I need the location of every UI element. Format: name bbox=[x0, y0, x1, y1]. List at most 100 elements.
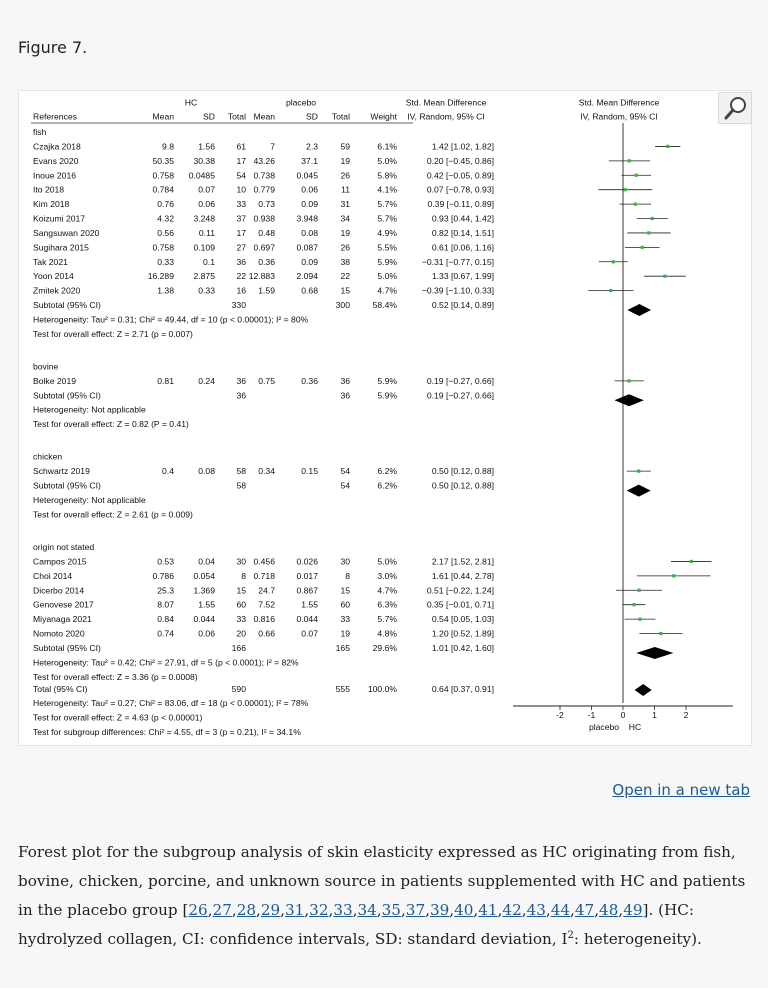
reference-link[interactable]: 31 bbox=[285, 901, 305, 919]
study-name: Kim 2018 bbox=[33, 199, 70, 209]
reference-link[interactable]: 27 bbox=[212, 901, 232, 919]
reference-link[interactable]: 35 bbox=[381, 901, 401, 919]
study-weight: 5.0% bbox=[377, 156, 397, 166]
study-ci: −0.31 [−0.77, 0.15] bbox=[422, 257, 494, 267]
placebo-total: 34 bbox=[340, 214, 350, 224]
reference-link[interactable]: 32 bbox=[309, 901, 329, 919]
forest-plot-figure[interactable]: HC placebo Std. Mean Difference IV, Random,… bbox=[18, 90, 752, 746]
subtotal-ci: 1.01 [0.42, 1.60] bbox=[432, 643, 494, 653]
hc-group-header: HC bbox=[185, 98, 197, 108]
caption-superscript: 2 bbox=[567, 929, 574, 941]
placebo-mean: 12.883 bbox=[249, 271, 276, 281]
caption-references: 26,27,28,29,31,32,33,34,35,37,39,40,41,4… bbox=[188, 901, 642, 919]
study-name: Schwartz 2019 bbox=[33, 466, 90, 476]
placebo-mean: 24.7 bbox=[258, 585, 275, 595]
zoom-button[interactable] bbox=[718, 92, 752, 124]
placebo-total: 59 bbox=[340, 141, 350, 151]
reference-link[interactable]: 28 bbox=[236, 901, 257, 919]
column-header: SD bbox=[306, 112, 318, 122]
placebo-sd: 0.045 bbox=[296, 170, 318, 180]
reference-separator: , bbox=[497, 901, 503, 919]
hc-total: 54 bbox=[236, 170, 246, 180]
reference-link[interactable]: 44 bbox=[550, 901, 571, 919]
overall-effect-text: Test for overall effect: Z = 2.61 (p = 0… bbox=[33, 509, 193, 519]
reference-link[interactable]: 33 bbox=[333, 901, 353, 919]
reference-link[interactable]: 47 bbox=[574, 901, 595, 919]
study-name: Inoue 2016 bbox=[33, 170, 76, 180]
study-name: Choi 2014 bbox=[33, 571, 72, 581]
column-header: References bbox=[33, 112, 77, 122]
reference-link[interactable]: 43 bbox=[526, 901, 546, 919]
reference-separator: , bbox=[594, 901, 600, 919]
study-ci: 0.82 [0.14, 1.51] bbox=[432, 228, 494, 238]
placebo-mean: 7.52 bbox=[258, 600, 275, 610]
subtotal-label: Subtotal (95% CI) bbox=[33, 481, 101, 491]
hc-sd: 2.875 bbox=[193, 271, 215, 281]
plot-subheader: IV, Random, 95% CI bbox=[580, 112, 658, 122]
hc-total: 36 bbox=[236, 257, 246, 267]
study-ci: 0.51 [−0.22, 1.24] bbox=[427, 585, 494, 595]
study-marker bbox=[650, 216, 654, 221]
column-header: SD bbox=[203, 112, 215, 122]
hc-sd: 30.38 bbox=[193, 156, 215, 166]
placebo-mean: 0.779 bbox=[253, 185, 275, 195]
placebo-group-header: placebo bbox=[286, 98, 316, 108]
placebo-mean: 0.697 bbox=[253, 242, 275, 252]
reference-link[interactable]: 34 bbox=[357, 901, 377, 919]
hc-mean: 0.758 bbox=[152, 242, 174, 252]
reference-link[interactable]: 29 bbox=[260, 901, 281, 919]
hc-sd: 0.0485 bbox=[189, 170, 216, 180]
subgroup-differences: Test for subgroup differences: Chi² = 4.… bbox=[33, 727, 301, 737]
axis-tick-label: 1 bbox=[652, 710, 657, 720]
hc-mean: 0.84 bbox=[157, 614, 174, 624]
subtotal-label: Subtotal (95% CI) bbox=[33, 390, 101, 400]
placebo-sd: 0.087 bbox=[296, 242, 318, 252]
study-marker bbox=[663, 274, 667, 278]
reference-link[interactable]: 40 bbox=[454, 901, 474, 919]
hc-total: 16 bbox=[236, 286, 246, 296]
study-ci: 0.19 [−0.27, 0.66] bbox=[427, 376, 494, 386]
study-name: Yoon 2014 bbox=[33, 271, 74, 281]
subtotal-placebo-total: 36 bbox=[340, 390, 350, 400]
study-ci: 0.20 [−0.45, 0.86] bbox=[427, 156, 494, 166]
placebo-sd: 0.09 bbox=[301, 257, 318, 267]
magnifier-icon bbox=[724, 97, 746, 120]
study-ci: 0.39 [−0.11, 0.89] bbox=[428, 199, 495, 209]
open-in-new-tab-link[interactable]: Open in a new tab bbox=[612, 781, 750, 799]
reference-link[interactable]: 37 bbox=[405, 901, 426, 919]
plot-header: Std. Mean Difference bbox=[579, 98, 660, 108]
placebo-mean: 0.36 bbox=[258, 257, 275, 267]
reference-link[interactable]: 42 bbox=[502, 901, 522, 919]
hc-sd: 0.07 bbox=[198, 185, 215, 195]
total-weight: 100.0% bbox=[368, 684, 398, 694]
study-name: Genovese 2017 bbox=[33, 600, 94, 610]
reference-link[interactable]: 41 bbox=[478, 901, 498, 919]
hc-mean: 0.33 bbox=[157, 257, 174, 267]
placebo-total: 19 bbox=[340, 629, 350, 639]
smd-header: Std. Mean Difference bbox=[406, 98, 487, 108]
study-name: Evans 2020 bbox=[33, 156, 79, 166]
subtotal-placebo-total: 300 bbox=[336, 300, 351, 310]
subtotal-hc-total: 36 bbox=[236, 390, 246, 400]
group-label: chicken bbox=[33, 452, 62, 462]
axis-tick-label: -1 bbox=[588, 710, 596, 720]
study-weight: 5.7% bbox=[377, 214, 397, 224]
reference-link[interactable]: 48 bbox=[599, 901, 619, 919]
hc-sd: 1.369 bbox=[193, 585, 215, 595]
hc-total: 22 bbox=[236, 271, 246, 281]
reference-link[interactable]: 49 bbox=[623, 901, 643, 919]
placebo-mean: 0.938 bbox=[253, 214, 275, 224]
hc-sd: 1.55 bbox=[198, 600, 215, 610]
hc-mean: 0.56 bbox=[157, 228, 174, 238]
figure-caption: Forest plot for the subgroup analysis of… bbox=[18, 838, 748, 954]
hc-sd: 0.11 bbox=[199, 228, 215, 238]
study-marker bbox=[638, 617, 642, 621]
study-name: Sangsuwan 2020 bbox=[33, 228, 100, 238]
reference-separator: , bbox=[400, 901, 406, 919]
reference-link[interactable]: 39 bbox=[429, 901, 450, 919]
placebo-total: 38 bbox=[340, 257, 350, 267]
reference-link[interactable]: 26 bbox=[188, 901, 208, 919]
placebo-mean: 0.738 bbox=[253, 170, 275, 180]
total-ci: 0.64 [0.37, 0.91] bbox=[432, 684, 494, 694]
placebo-total: 31 bbox=[340, 199, 350, 209]
